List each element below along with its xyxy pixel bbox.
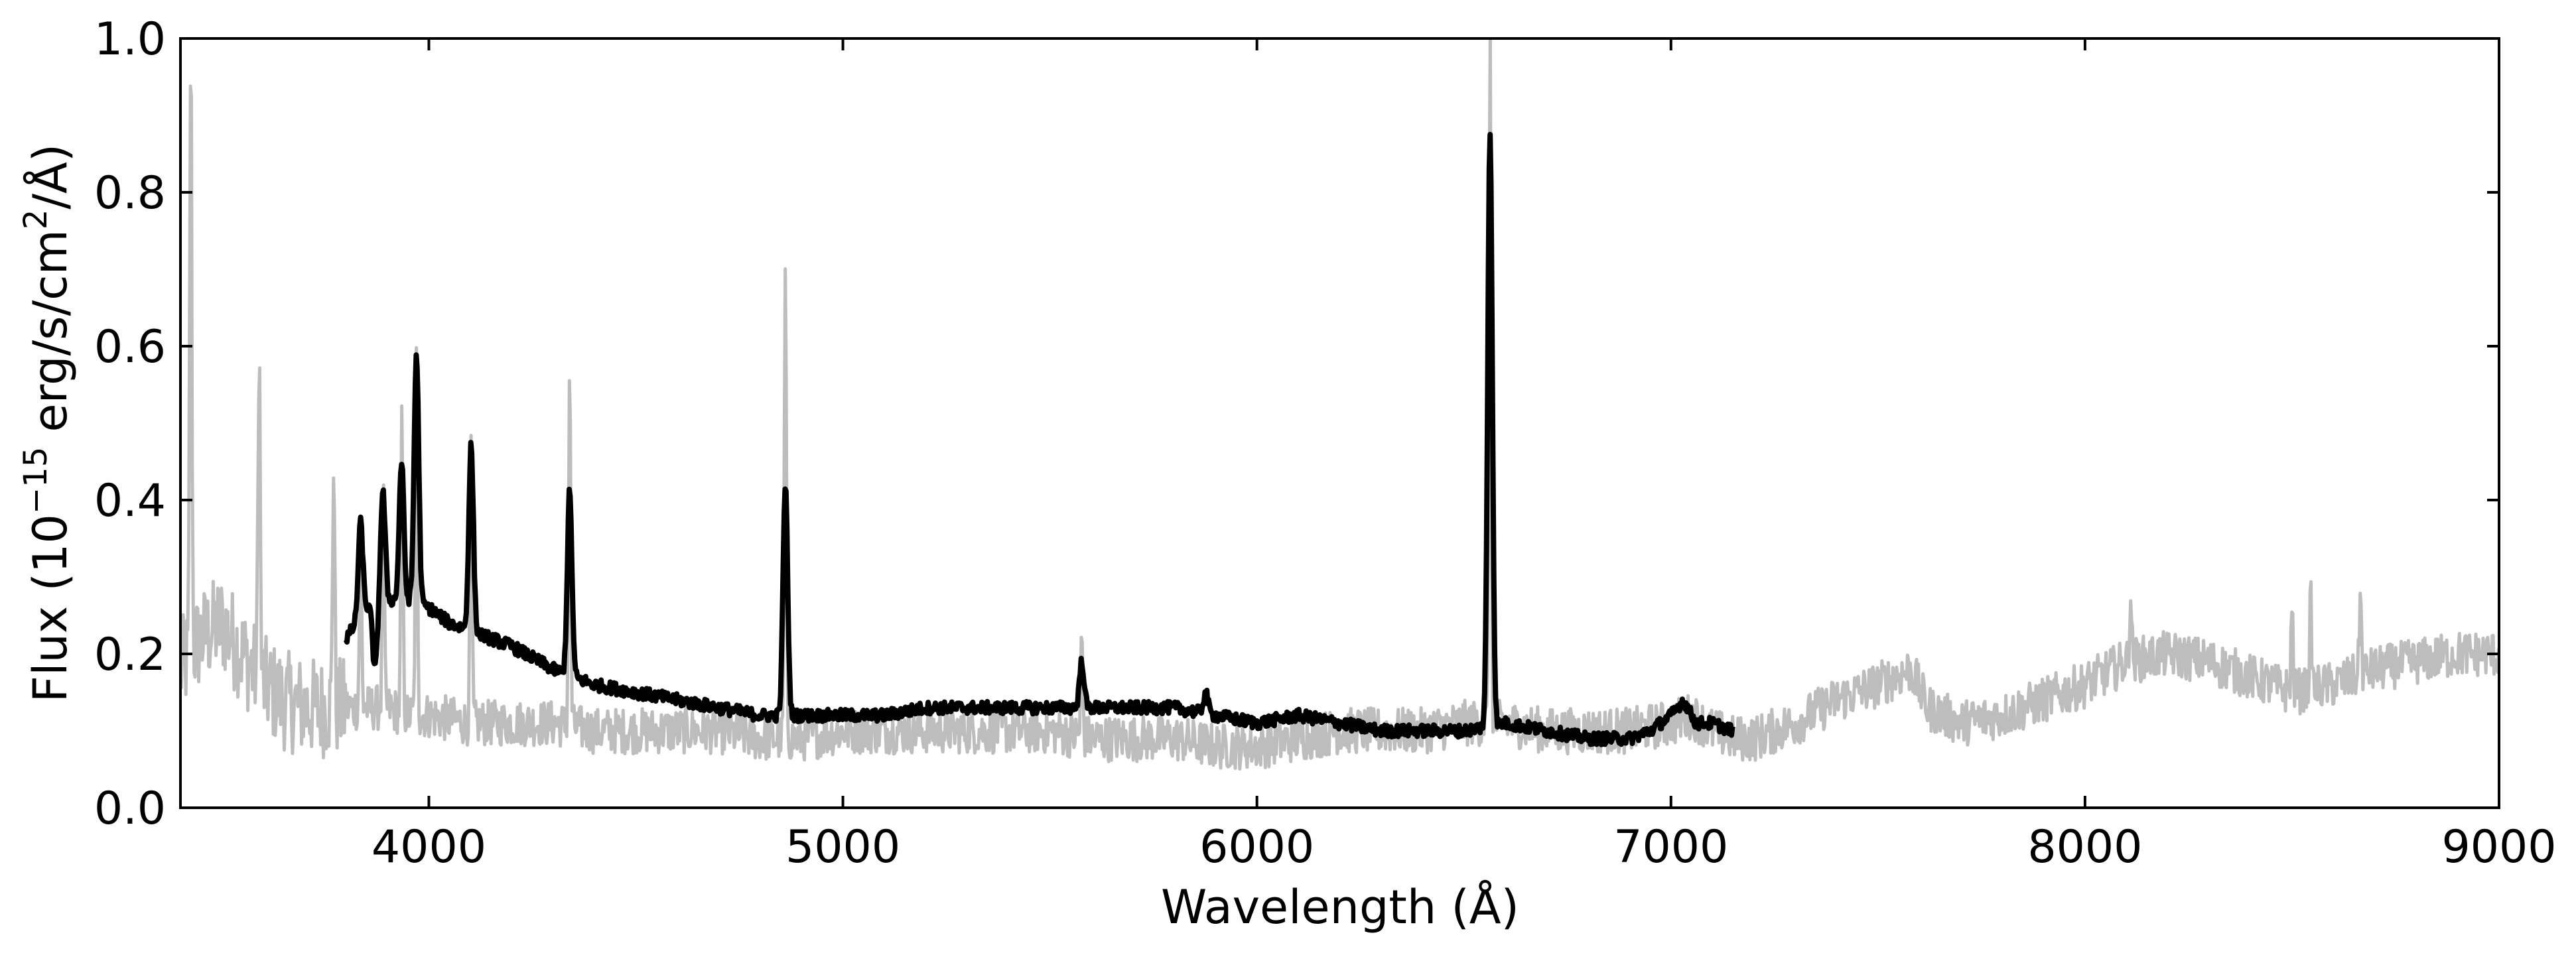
x-axis-label: Wavelength (Å) [1161, 880, 1519, 934]
x-axis: 4000 5000 6000 7000 8000 9000 [372, 38, 2557, 873]
y-label-exponent-1: −15 [17, 447, 54, 514]
y-tick-label: 1.0 [94, 13, 166, 66]
smoothed-spectrum-line [343, 131, 1735, 747]
y-axis: 0.0 0.2 0.4 0.6 0.8 1.0 [94, 13, 2499, 835]
raw-spectrum-line [180, 38, 2499, 771]
series-layer [180, 38, 2499, 771]
y-label-suffix: /Å) [23, 144, 78, 210]
plot-frame [179, 37, 2500, 809]
y-tick-label: 0.2 [94, 629, 166, 681]
y-tick-label: 0.8 [94, 167, 166, 220]
y-label-prefix: Flux (10 [23, 514, 78, 702]
x-tick-label: 9000 [2441, 821, 2556, 873]
x-tick-label: 7000 [1613, 821, 1728, 873]
x-tick-label: 4000 [372, 821, 486, 873]
y-axis-label: Flux (10−15 erg/s/cm2/Å) [17, 144, 78, 702]
y-tick-label: 0.0 [94, 783, 166, 835]
x-tick-label: 8000 [2027, 821, 2142, 873]
x-tick-label: 5000 [785, 821, 900, 873]
x-tick-label: 6000 [1199, 821, 1314, 873]
y-tick-label: 0.6 [94, 321, 166, 373]
y-tick-label: 0.4 [94, 475, 166, 527]
y-label-exponent-2: 2 [17, 210, 54, 230]
y-label-middle: erg/s/cm [23, 229, 78, 447]
